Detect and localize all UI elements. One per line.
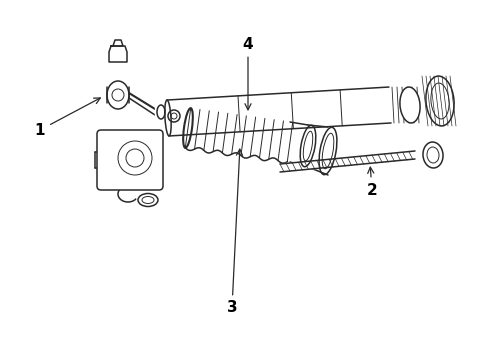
Polygon shape: [113, 40, 123, 46]
Ellipse shape: [426, 76, 454, 126]
Polygon shape: [280, 151, 415, 172]
Text: 4: 4: [243, 36, 253, 110]
FancyBboxPatch shape: [97, 130, 163, 190]
Ellipse shape: [423, 142, 443, 168]
Text: 1: 1: [35, 98, 100, 138]
Ellipse shape: [165, 100, 171, 136]
Text: 2: 2: [367, 167, 377, 198]
Polygon shape: [155, 105, 161, 119]
Ellipse shape: [400, 87, 420, 123]
Polygon shape: [109, 46, 127, 62]
Text: 3: 3: [227, 149, 243, 315]
Polygon shape: [167, 87, 391, 136]
